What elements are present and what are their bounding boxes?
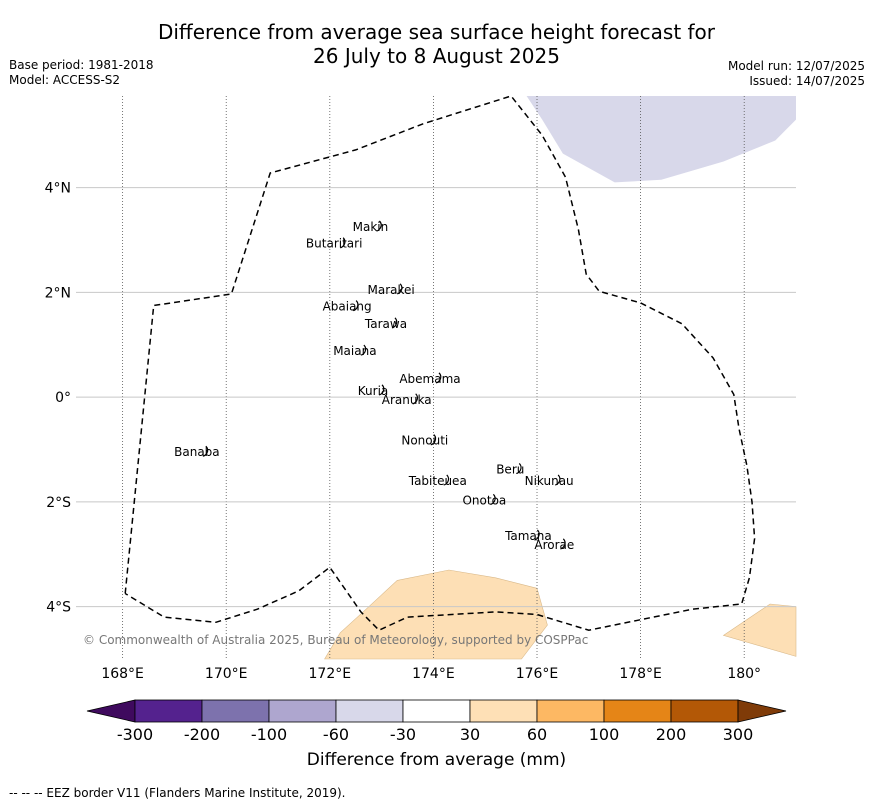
island-label: Banaba [174, 445, 220, 459]
island-outline-9 [430, 434, 437, 446]
island-outline-2 [397, 283, 403, 295]
lon-tick-label: 168°E [101, 666, 144, 682]
model-run-date: Model run: 12/07/2025 [727, 59, 865, 73]
island-outline-4 [391, 317, 398, 329]
lon-tick-label: 174°E [412, 666, 455, 682]
island-outline-0 [376, 220, 382, 232]
island-label: Onotoa [462, 493, 506, 507]
colorbar [86, 699, 787, 723]
colorbar-segment [134, 699, 203, 723]
colorbar-tick-label: 60 [526, 725, 548, 744]
colorbar-segment [402, 699, 471, 723]
island-outline-11 [516, 462, 522, 475]
island-label: Makin [353, 220, 389, 234]
axis-tick-labels: 168°E 170°E 172°E 174°E 176°E 178°E 180° 4°N 2°N… [45, 181, 761, 682]
colorbar-tick-label: -200 [183, 725, 221, 744]
lat-tick-label: 4°N [45, 181, 71, 197]
eez-border-line [124, 95, 756, 632]
island-outline-16 [560, 538, 566, 550]
eez-source-footnote: -- -- -- EEZ border V11 (Flanders Marine… [9, 786, 346, 800]
lon-tick-label: 170°E [205, 666, 248, 682]
island-outline-6 [435, 372, 442, 384]
island-outline-3 [353, 300, 359, 312]
title-line-2: 26 July to 8 August 2025 [313, 44, 560, 68]
lon-tick-label: 176°E [516, 666, 559, 682]
sea-surface-height-map: Makin Butaritari Marakei Abaiang Tarawa Maian… [45, 95, 797, 682]
anomaly-region-0 [526, 96, 796, 183]
colorbar-segment [201, 699, 270, 723]
colorbar-segment [335, 699, 404, 723]
gridlines [76, 96, 796, 659]
island-label: Nonouti [401, 434, 448, 448]
lon-tick-label: 178°E [619, 666, 662, 682]
island-outlines [202, 220, 566, 550]
colorbar-tick-label: -300 [116, 725, 154, 744]
island-outline-8 [412, 393, 419, 405]
island-label: Tarawa [364, 317, 407, 331]
colorbar-segment [670, 699, 739, 723]
island-label: Aranuka [382, 393, 432, 407]
colorbar-segment [536, 699, 605, 723]
anomaly-region-1 [324, 569, 548, 660]
model-name: Model: ACCESS-S2 [9, 73, 121, 87]
colorbar-segment [268, 699, 337, 723]
colorbar-segment [469, 699, 538, 723]
anomaly-regions [324, 96, 797, 660]
lat-tick-label: 2°S [46, 495, 71, 511]
map-title: Difference from average sea surface heig… [0, 20, 873, 68]
colorbar-tick-label: -60 [322, 725, 350, 744]
lon-tick-label: 172°E [309, 666, 352, 682]
colorbar-tick-label: 300 [722, 725, 754, 744]
colorbar-tick-label: 200 [655, 725, 687, 744]
island-outline-1 [340, 237, 346, 249]
lat-tick-label: 4°S [46, 600, 71, 616]
island-label: Abaiang [323, 300, 372, 314]
metadata-right: Model run: 12/07/2025 Issued: 14/07/2025 [728, 59, 865, 89]
colorbar-tick-label: 30 [459, 725, 481, 744]
island-label: Marakei [368, 283, 415, 297]
lat-tick-label: 2°N [45, 285, 71, 301]
issued-date: Issued: 14/07/2025 [749, 74, 865, 88]
colorbar-tick-label: -30 [389, 725, 417, 744]
island-label: Tabiteuea [408, 474, 467, 488]
island-labels: Makin Butaritari Marakei Abaiang Tarawa Maian… [174, 220, 574, 552]
island-label: Butaritari [306, 237, 363, 251]
island-label: Kuria [358, 384, 389, 398]
base-period: Base period: 1981-2018 [9, 58, 154, 72]
island-label: Maiana [333, 344, 376, 358]
anomaly-region-2 [722, 603, 797, 657]
island-outline-13 [443, 474, 450, 486]
island-outline-7 [378, 384, 385, 396]
island-label: Tamana [504, 529, 552, 543]
island-label: Nikunau [525, 474, 574, 488]
island-label: Beru [496, 462, 524, 476]
island-outline-12 [555, 474, 561, 486]
island-label: Arorae [534, 538, 574, 552]
title-line-1: Difference from average sea surface heig… [157, 20, 716, 44]
colorbar-tick-label: -100 [250, 725, 288, 744]
island-outline-5 [360, 344, 367, 356]
colorbar-tick-label: 100 [588, 725, 620, 744]
colorbar-title: Difference from average (mm) [306, 750, 567, 770]
colorbar-extend-high [737, 699, 787, 723]
island-label: Abemama [399, 372, 460, 386]
eez-border [124, 95, 756, 632]
island-outline-14 [490, 493, 496, 505]
copyright-notice: © Commonwealth of Australia 2025, Bureau… [83, 633, 588, 647]
colorbar-extend-low [86, 699, 136, 723]
lat-tick-label: 0° [55, 390, 71, 406]
colorbar-segment [603, 699, 672, 723]
metadata-left: Base period: 1981-2018 Model: ACCESS-S2 [9, 58, 154, 88]
island-outline-15 [534, 529, 540, 541]
island-outline-10 [202, 445, 209, 457]
lon-tick-label: 180° [727, 666, 761, 682]
